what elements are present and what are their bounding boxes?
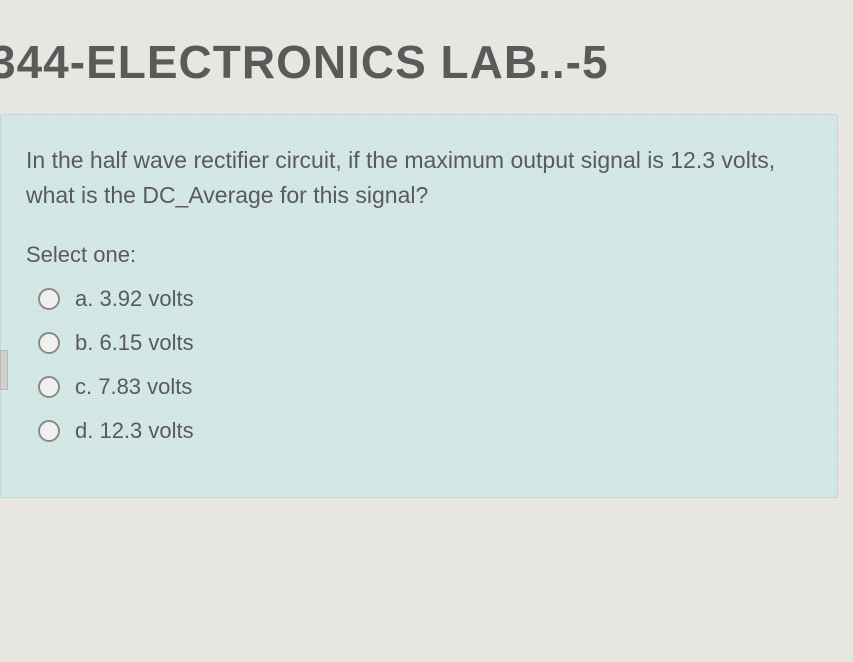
option-label: b. 6.15 volts [75,330,194,356]
option-c[interactable]: c. 7.83 volts [26,374,812,400]
radio-icon[interactable] [38,288,60,310]
option-label: c. 7.83 volts [75,374,192,400]
radio-icon[interactable] [38,420,60,442]
radio-icon[interactable] [38,376,60,398]
radio-icon[interactable] [38,332,60,354]
select-one-label: Select one: [26,242,812,268]
page-title: 344-ELECTRONICS LAB..-5 [0,0,853,114]
option-a[interactable]: a. 3.92 volts [26,286,812,312]
option-label: a. 3.92 volts [75,286,194,312]
option-label: d. 12.3 volts [75,418,194,444]
question-card: In the half wave rectifier circuit, if t… [0,114,838,498]
option-d[interactable]: d. 12.3 volts [26,418,812,444]
side-tab[interactable] [0,350,8,390]
option-b[interactable]: b. 6.15 volts [26,330,812,356]
question-text: In the half wave rectifier circuit, if t… [26,143,812,212]
